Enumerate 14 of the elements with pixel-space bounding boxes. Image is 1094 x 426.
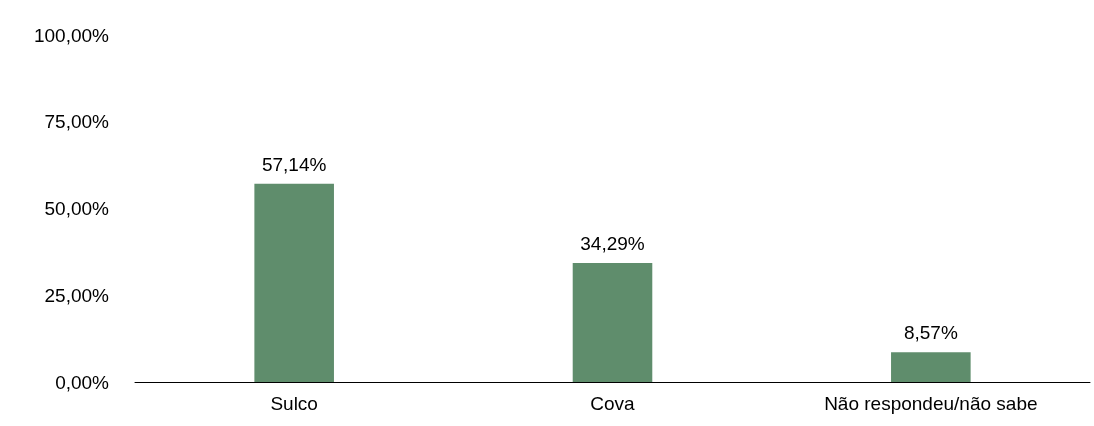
data-label: 8,57% [903, 322, 958, 344]
x-tick-label: Cova [590, 393, 636, 414]
y-tick-label: 75,00% [44, 111, 110, 133]
bar [891, 352, 971, 382]
y-tick-label: 100,00% [33, 24, 110, 46]
data-label: 34,29% [580, 233, 645, 255]
y-tick-label: 0,00% [55, 371, 110, 393]
x-tick-label: Sulco [270, 393, 318, 414]
x-tick-label: Não respondeu/não sabe [824, 393, 1038, 414]
data-label: 57,14% [261, 153, 327, 175]
bar [572, 263, 653, 382]
y-tick-label: 25,00% [44, 284, 110, 306]
bar [254, 183, 334, 382]
y-tick-label: 50,00% [44, 198, 110, 219]
